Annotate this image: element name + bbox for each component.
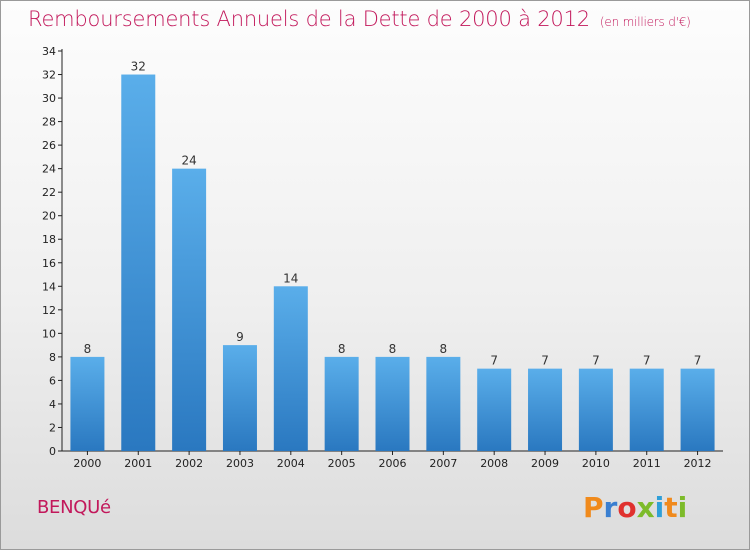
x-tick-label: 2001 [124, 457, 152, 470]
bar [375, 356, 410, 451]
bar-value-label: 8 [440, 342, 448, 356]
y-tick-label: 20 [42, 210, 56, 223]
bar [222, 345, 257, 451]
logo-letter: P [583, 491, 604, 524]
y-tick-label: 4 [49, 398, 56, 411]
x-tick-label: 2008 [480, 457, 508, 470]
x-tick-label: 2012 [684, 457, 712, 470]
logo-letter: i [654, 491, 665, 524]
bar [477, 368, 512, 451]
bar-value-label: 7 [541, 354, 549, 368]
y-tick-label: 28 [42, 116, 56, 129]
x-tick-label: 2003 [226, 457, 254, 470]
proxiti-logo: Proxiti [583, 491, 687, 524]
bar-value-label: 8 [84, 342, 92, 356]
y-tick-label: 2 [49, 421, 56, 434]
chart-title: Remboursements Annuels de la Dette de 20… [28, 7, 691, 31]
city-name: BENQUé [37, 497, 111, 518]
bar-value-label: 8 [389, 342, 397, 356]
bar [578, 368, 613, 451]
x-tick-label: 2006 [379, 457, 407, 470]
bar-value-label: 24 [181, 154, 196, 168]
y-tick-label: 8 [49, 351, 56, 364]
x-tick-label: 2005 [328, 457, 356, 470]
y-tick-label: 22 [42, 186, 56, 199]
y-tick-label: 34 [42, 45, 56, 58]
x-tick-label: 2009 [531, 457, 559, 470]
bar-value-label: 9 [236, 330, 244, 344]
bar-value-label: 14 [283, 271, 298, 285]
chart-unit: (en milliers d'€) [599, 15, 691, 29]
y-tick-label: 18 [42, 233, 56, 246]
x-tick-label: 2010 [582, 457, 610, 470]
y-tick-label: 30 [42, 92, 56, 105]
x-tick-label: 2004 [277, 457, 305, 470]
bar [273, 286, 308, 451]
bar-value-label: 32 [131, 60, 146, 74]
bar [680, 368, 715, 451]
x-tick-label: 2000 [73, 457, 101, 470]
y-tick-label: 26 [42, 139, 56, 152]
bar [426, 356, 461, 451]
bar [324, 356, 359, 451]
bar [121, 74, 156, 451]
bar-value-label: 7 [490, 354, 498, 368]
bar-value-label: 7 [694, 354, 702, 368]
logo-letter: i [677, 491, 688, 524]
bar [172, 168, 207, 451]
logo-letter: r [603, 491, 618, 524]
y-tick-label: 0 [49, 445, 56, 458]
bar [528, 368, 563, 451]
bar-value-label: 7 [592, 354, 600, 368]
y-tick-label: 14 [42, 280, 56, 293]
bar-value-label: 7 [643, 354, 651, 368]
x-tick-label: 2002 [175, 457, 203, 470]
bar-value-label: 8 [338, 342, 346, 356]
y-tick-label: 16 [42, 257, 56, 270]
y-tick-label: 10 [42, 327, 56, 340]
y-tick-label: 12 [42, 304, 56, 317]
y-tick-label: 32 [42, 69, 56, 82]
bar [629, 368, 664, 451]
logo-letter: x [636, 491, 655, 524]
y-tick-label: 24 [42, 163, 56, 176]
y-tick-label: 6 [49, 374, 56, 387]
logo-letter: t [664, 491, 678, 524]
logo-letter: o [617, 491, 637, 524]
bar [70, 356, 105, 451]
x-tick-label: 2011 [633, 457, 661, 470]
chart-title-text: Remboursements Annuels de la Dette de 20… [28, 7, 590, 31]
x-tick-label: 2007 [429, 457, 457, 470]
